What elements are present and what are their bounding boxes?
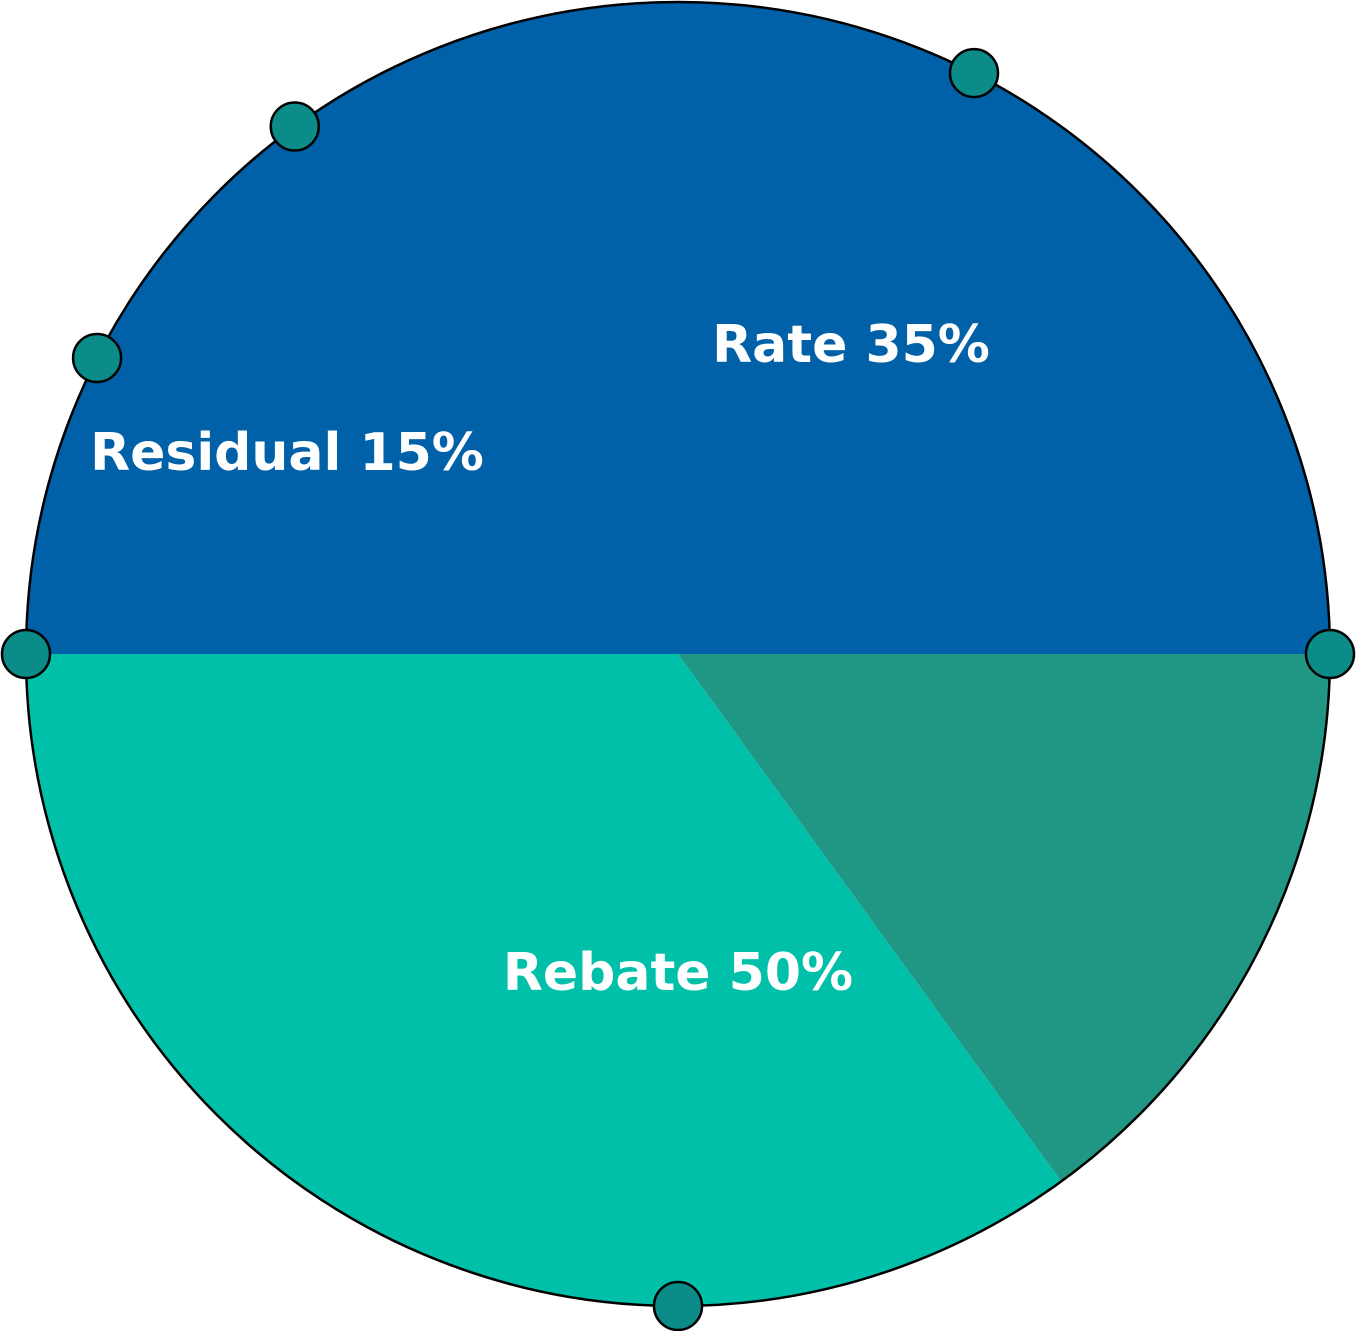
pie-labels: Rebate 50% Residual 15% Rate 35%	[90, 315, 990, 1003]
pie-slices	[26, 2, 1330, 1307]
rim-marker-1	[0, 628, 52, 680]
rim-marker-3	[71, 332, 123, 384]
pie-slice-rebate	[26, 2, 1330, 654]
rim-marker-6	[1304, 628, 1356, 680]
pie-markers	[0, 47, 1356, 1331]
data-label-residual: Residual 15%	[90, 423, 484, 483]
pie-slice-residual	[678, 654, 1330, 1182]
rim-marker-5	[948, 47, 1000, 99]
data-label-rate: Rate 35%	[712, 315, 990, 375]
rim-marker-2	[652, 1280, 704, 1331]
data-label-rebate: Rebate 50%	[503, 943, 853, 1003]
pie-slice-rate	[26, 654, 1062, 1307]
rim-marker-4	[269, 101, 321, 152]
